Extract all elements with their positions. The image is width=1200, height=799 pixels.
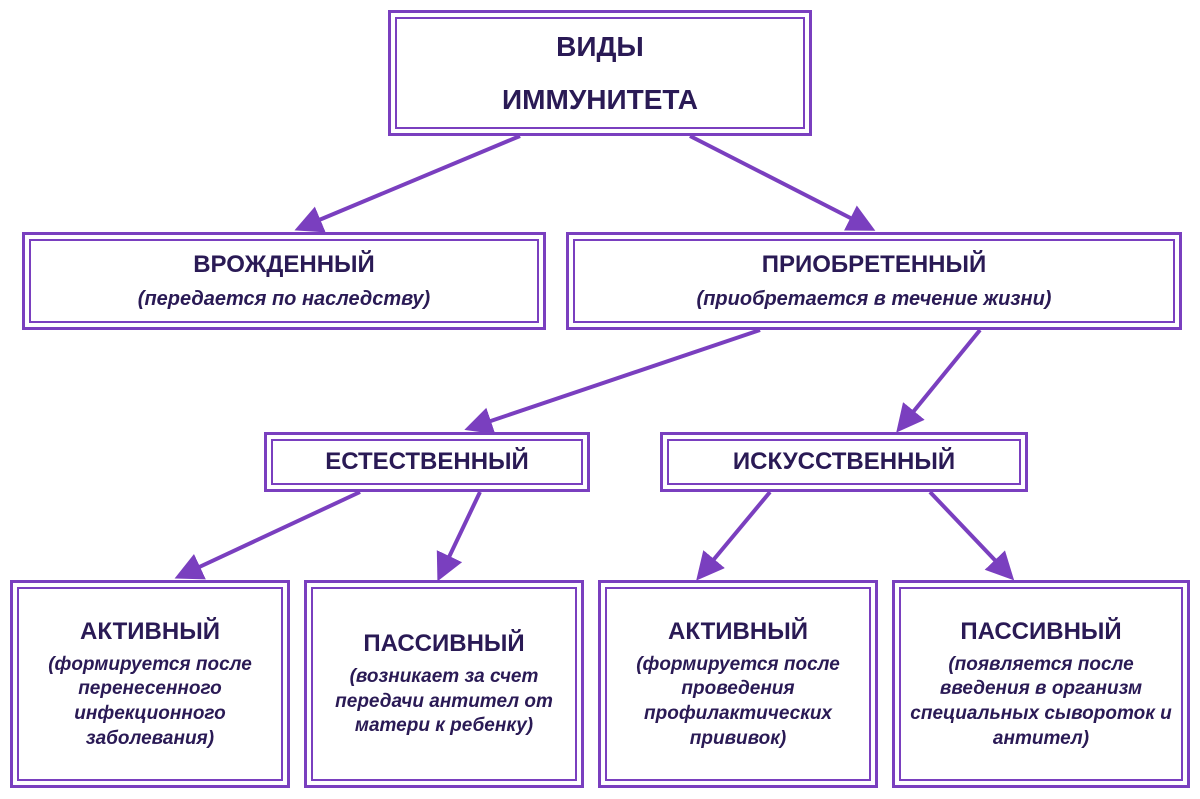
node-innate-sub: (передается по наследству)	[138, 286, 430, 312]
edge-arrow	[690, 136, 870, 228]
node-natural-passive-title: ПАССИВНЫЙ	[363, 629, 524, 659]
edge-arrow	[470, 330, 760, 428]
node-root-title-line1: ВИДЫ	[556, 29, 644, 64]
node-artificial-active: АКТИВНЫЙ (формируется после проведения п…	[598, 580, 878, 788]
node-acquired-title: ПРИОБРЕТЕННЫЙ	[762, 250, 987, 280]
edge-arrow	[900, 330, 980, 428]
node-root: ВИДЫ ИММУНИТЕТА	[388, 10, 812, 136]
node-artificial: ИСКУССТВЕННЫЙ	[660, 432, 1028, 492]
node-natural-passive-sub: (возникает за счет передачи антител от м…	[319, 665, 569, 739]
node-root-title-line2: ИММУНИТЕТА	[502, 82, 698, 117]
edge-arrow	[700, 492, 770, 576]
edge-arrow	[930, 492, 1010, 576]
node-natural-active: АКТИВНЫЙ (формируется после перенесенног…	[10, 580, 290, 788]
node-artificial-active-sub: (формируется после проведения профилакти…	[613, 653, 863, 752]
node-artificial-passive-sub: (появляется после введения в организм сп…	[907, 653, 1175, 752]
node-acquired-sub: (приобретается в течение жизни)	[697, 286, 1052, 312]
node-artificial-passive-title: ПАССИВНЫЙ	[960, 617, 1121, 647]
node-artificial-passive: ПАССИВНЫЙ (появляется после введения в о…	[892, 580, 1190, 788]
node-innate: ВРОЖДЕННЫЙ (передается по наследству)	[22, 232, 546, 330]
edge-arrow	[180, 492, 360, 576]
edge-arrow	[440, 492, 480, 576]
node-acquired: ПРИОБРЕТЕННЫЙ (приобретается в течение ж…	[566, 232, 1182, 330]
node-innate-title: ВРОЖДЕННЫЙ	[193, 250, 375, 280]
node-natural: ЕСТЕСТВЕННЫЙ	[264, 432, 590, 492]
diagram-canvas: ВИДЫ ИММУНИТЕТА ВРОЖДЕННЫЙ (передается п…	[0, 0, 1200, 799]
node-artificial-title: ИСКУССТВЕННЫЙ	[733, 447, 955, 477]
edge-arrow	[300, 136, 520, 228]
node-natural-title: ЕСТЕСТВЕННЫЙ	[325, 447, 529, 477]
node-natural-active-title: АКТИВНЫЙ	[80, 617, 220, 647]
node-natural-passive: ПАССИВНЫЙ (возникает за счет передачи ан…	[304, 580, 584, 788]
node-natural-active-sub: (формируется после перенесенного инфекци…	[25, 653, 275, 752]
node-artificial-active-title: АКТИВНЫЙ	[668, 617, 808, 647]
